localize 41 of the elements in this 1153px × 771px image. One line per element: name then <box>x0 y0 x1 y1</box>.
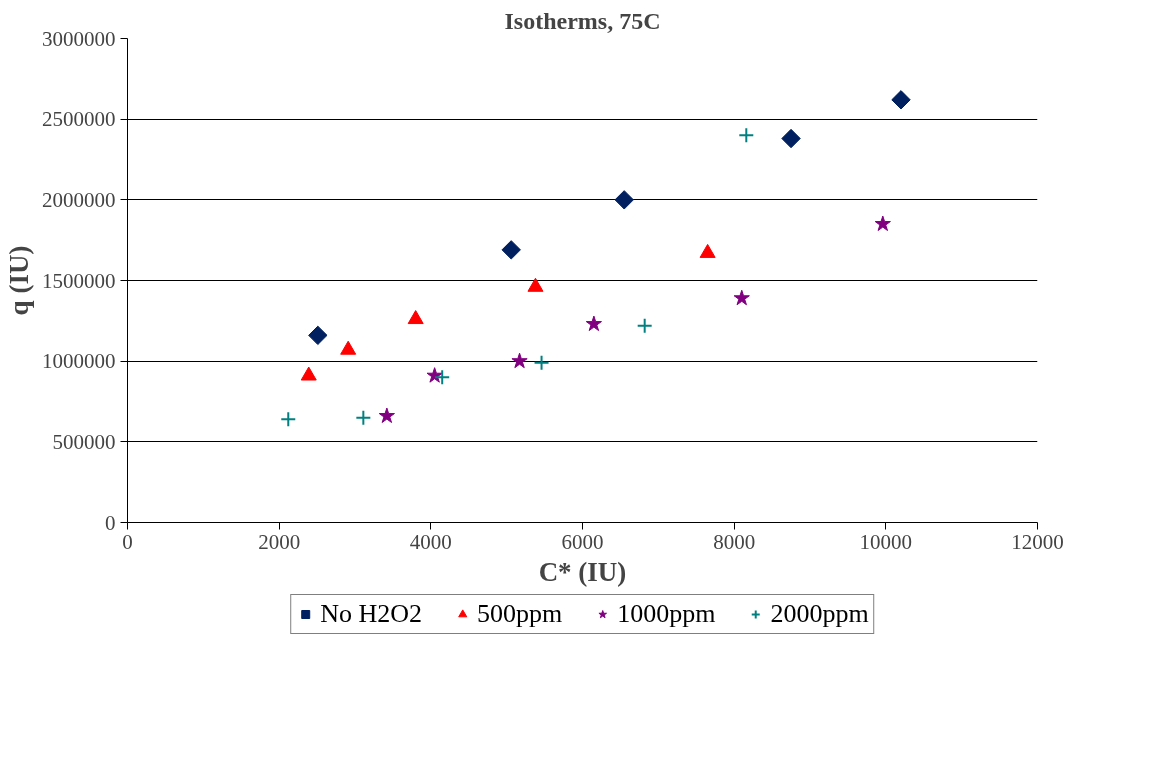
legend-label: No H2O2 <box>320 599 423 629</box>
point <box>614 190 634 210</box>
x-tick-label: 12000 <box>1011 529 1064 554</box>
point <box>355 409 372 426</box>
point <box>501 240 521 260</box>
point <box>891 90 911 110</box>
y-axis-title: q (IU) <box>4 245 34 316</box>
point <box>733 289 750 306</box>
y-tick-label: 2500000 <box>42 107 116 132</box>
x-tick-label: 8000 <box>713 529 756 554</box>
y-tick-label: 1500000 <box>42 268 116 293</box>
point <box>738 127 755 144</box>
point <box>874 215 891 232</box>
point <box>340 340 357 355</box>
point <box>533 354 550 371</box>
legend-label: 2000ppm <box>770 599 869 629</box>
legend-label: 1000ppm <box>617 599 716 629</box>
point <box>300 366 317 381</box>
y-tick-label: 2000000 <box>42 187 116 212</box>
point <box>407 310 424 325</box>
point <box>781 128 801 149</box>
point <box>308 325 328 346</box>
point <box>585 315 602 332</box>
point <box>378 407 395 423</box>
legend-label: 500ppm <box>477 599 563 629</box>
chart-title: Isotherms, 75C <box>504 7 661 34</box>
x-tick-label: 0 <box>122 529 133 554</box>
point <box>280 411 297 428</box>
x-tick-label: 2000 <box>258 529 301 554</box>
x-axis-title: C* (IU) <box>538 556 627 587</box>
x-tick-label: 6000 <box>561 529 604 554</box>
point <box>434 369 451 386</box>
y-tick-label: 500000 <box>52 429 116 454</box>
y-tick-label: 0 <box>105 510 116 535</box>
point <box>636 317 653 334</box>
y-tick-label: 1000000 <box>42 349 116 374</box>
point <box>511 352 528 369</box>
y-tick-label: 3000000 <box>42 26 116 51</box>
x-tick-label: 10000 <box>859 529 913 554</box>
x-tick-label: 4000 <box>409 529 452 554</box>
point <box>426 367 443 383</box>
